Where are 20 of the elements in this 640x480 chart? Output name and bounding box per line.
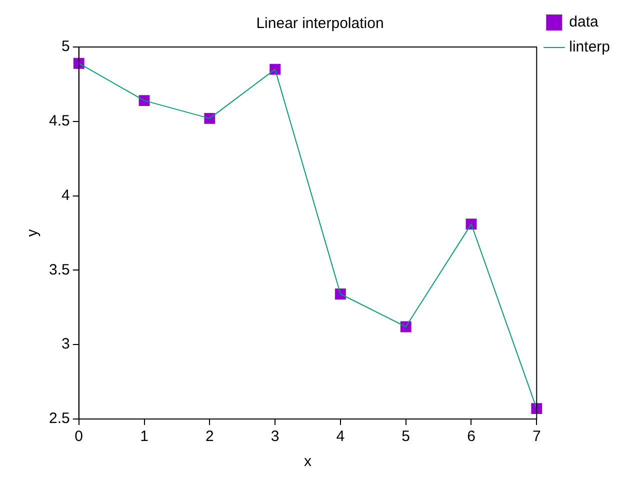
x-tick-label: 4 [336,428,345,446]
x-tick-label: 5 [402,428,410,446]
x-tick-label: 3 [270,428,280,446]
y-tick-label: 4 [62,186,70,204]
x-tick-label: 0 [74,428,84,446]
y-tick-label: 2.5 [48,410,70,428]
y-axis-title: y [24,228,42,237]
x-tick-label: 7 [532,428,541,446]
legend-label: data [569,14,599,31]
y-tick-label: 4.5 [48,112,70,130]
y-tick-label: 3.5 [48,261,70,278]
y-tick-label: 5 [62,38,70,56]
y-tick-label: 3 [62,336,70,353]
x-tick-label: 2 [205,428,214,446]
chart-title: Linear interpolation [256,15,384,32]
point [531,403,542,414]
legend-label: linterp [569,38,610,56]
x-tick-label: 6 [467,428,476,446]
x-tick-label: 1 [140,428,148,446]
x-axis-title: x [304,453,312,470]
